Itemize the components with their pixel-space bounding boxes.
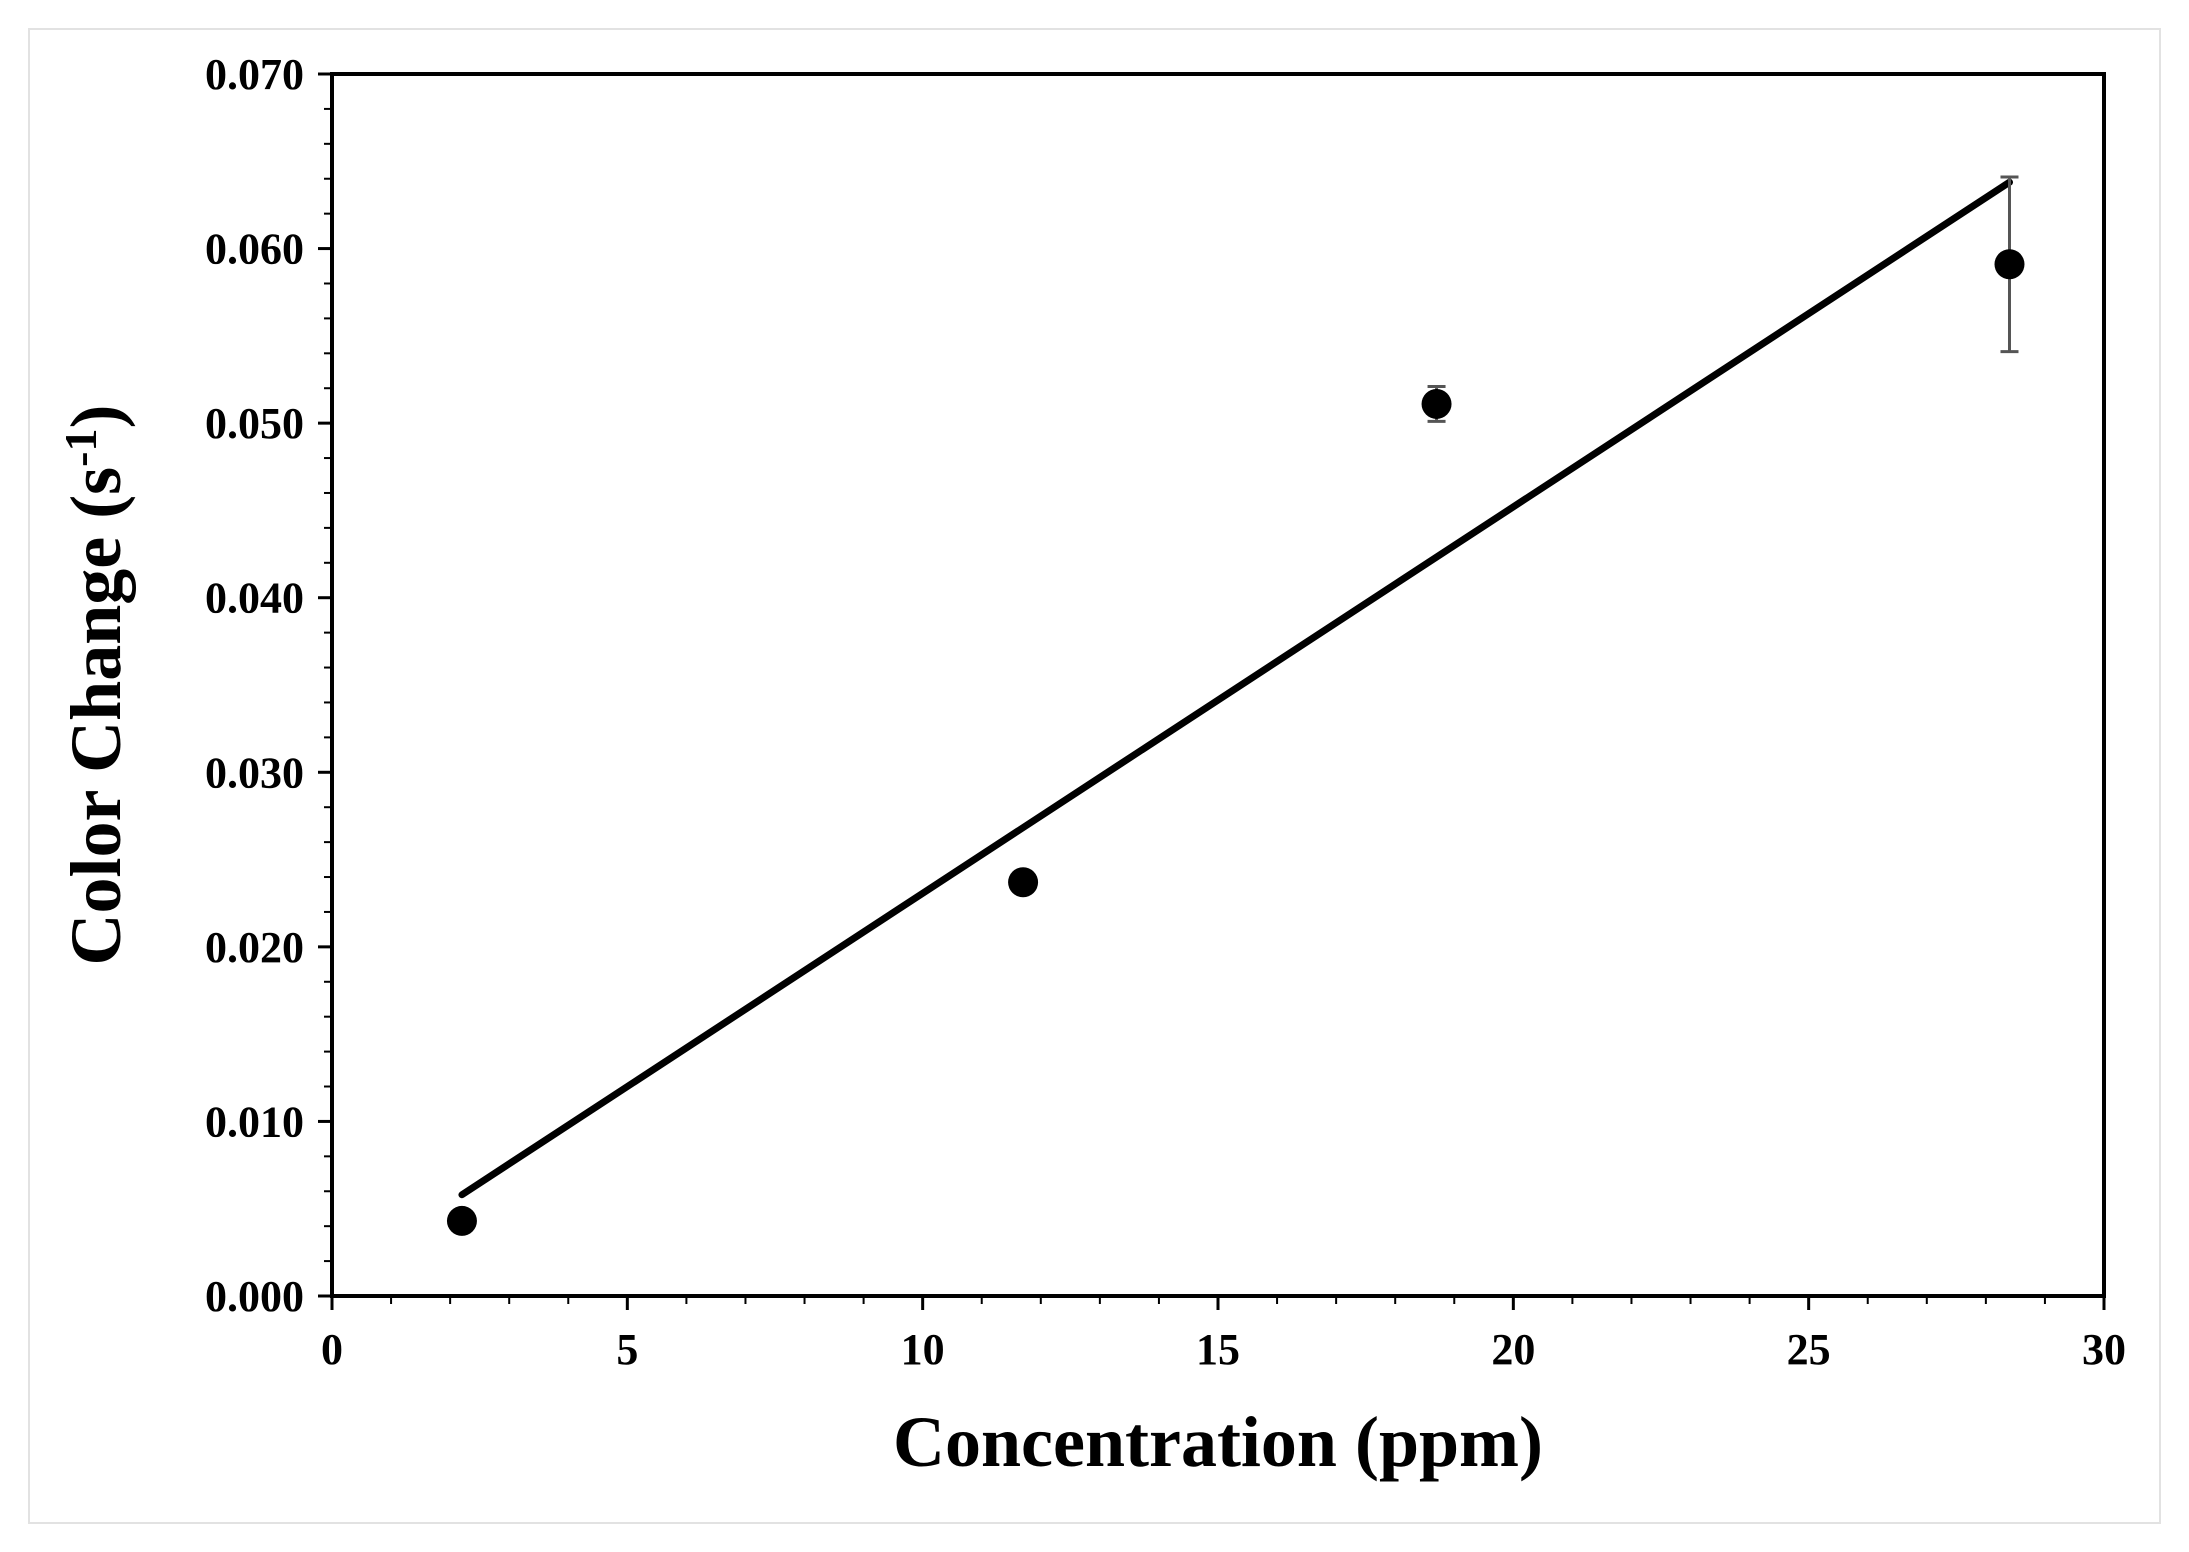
y-tick-label: 0.030 [205, 748, 304, 797]
x-tick-label: 20 [1491, 1325, 1535, 1374]
x-tick-label: 15 [1196, 1325, 1240, 1374]
x-tick-label: 25 [1787, 1325, 1831, 1374]
y-tick-label: 0.040 [205, 574, 304, 623]
y-axis-title-close: ) [56, 404, 136, 428]
y-tick-label: 0.050 [205, 399, 304, 448]
figure-frame [28, 28, 2161, 1524]
y-tick-label: 0.010 [205, 1097, 304, 1146]
data-marks [446, 175, 2025, 1236]
x-tick-label: 10 [901, 1325, 945, 1374]
x-tick-label: 0 [321, 1325, 343, 1374]
plot-border [330, 72, 2106, 1298]
y-axis-title: Color Change (s-1) [55, 404, 136, 965]
plot-area [330, 72, 2106, 1298]
x-tick-label: 5 [616, 1325, 638, 1374]
y-tick-label: 0.070 [205, 50, 304, 99]
data-point [446, 1205, 477, 1236]
y-axis-title-main: Color Change (s [56, 467, 136, 966]
y-tick-label: 0.000 [205, 1272, 304, 1321]
data-point [1994, 249, 2025, 280]
x-axis-title: Concentration (ppm) [893, 1402, 1543, 1482]
y-axis-ticks: 0.000 0.010 0.020 0.030 0.040 0.050 0.060 0.070 [205, 50, 332, 1321]
x-axis-ticks: 0 5 10 15 20 25 30 [321, 1296, 2126, 1374]
trend-line [458, 178, 2013, 1199]
y-axis-title-superscript: -1 [55, 428, 106, 466]
y-tick-label: 0.020 [205, 923, 304, 972]
y-tick-label: 0.060 [205, 225, 304, 274]
data-point [1421, 388, 1452, 419]
data-point [1008, 867, 1039, 898]
x-tick-label: 30 [2082, 1325, 2126, 1374]
